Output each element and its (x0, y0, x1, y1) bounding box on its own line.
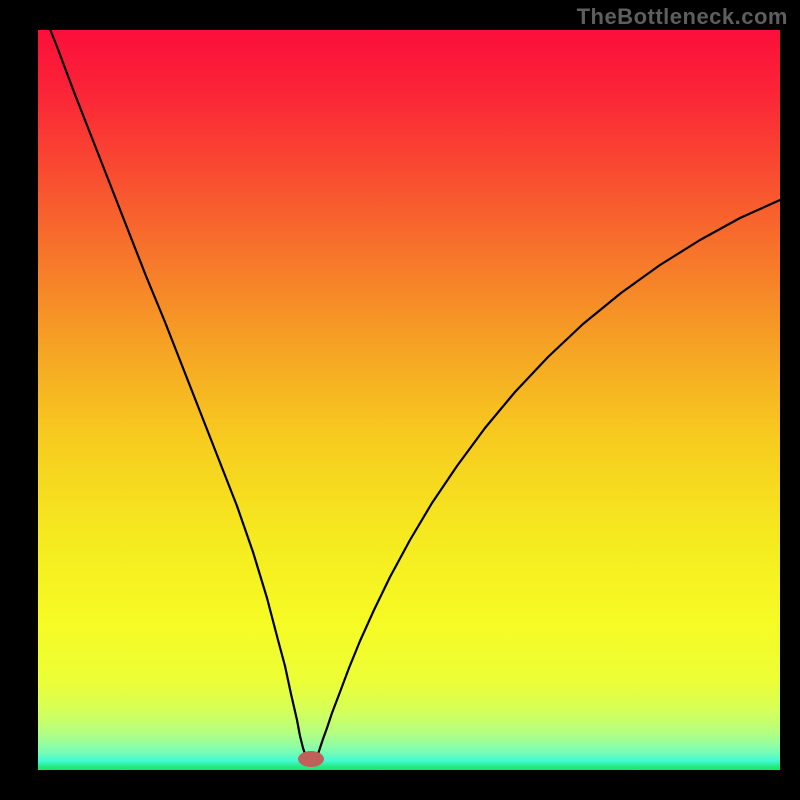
bottleneck-curve (316, 200, 780, 759)
curve-layer (38, 30, 780, 770)
bottleneck-curve (39, 2, 307, 759)
watermark-text: TheBottleneck.com (577, 4, 788, 30)
chart-plot-area (38, 30, 780, 770)
optimal-point-marker (298, 751, 324, 767)
